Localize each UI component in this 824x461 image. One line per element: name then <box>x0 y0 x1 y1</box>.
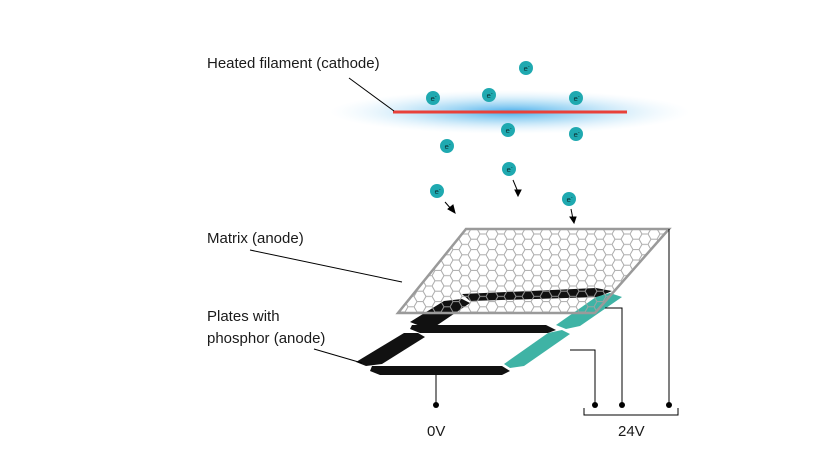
plate-segment-bottom-left <box>356 333 425 366</box>
electron: e- <box>426 91 440 105</box>
svg-text:e-: e- <box>524 64 530 73</box>
svg-text:e-: e- <box>487 91 493 100</box>
wiring <box>435 229 679 416</box>
matrix-label: Matrix (anode) <box>207 230 304 247</box>
plate-segment-middle <box>410 325 556 333</box>
cathode-label: Heated filament (cathode) <box>207 55 380 72</box>
svg-text:e-: e- <box>567 195 573 204</box>
svg-text:e-: e- <box>574 94 580 103</box>
electron: e- <box>569 91 583 105</box>
electron-arrow <box>512 179 522 198</box>
svg-text:e-: e- <box>574 130 580 139</box>
electron: e- <box>482 88 496 102</box>
electron: e- <box>440 139 454 153</box>
terminals <box>433 402 672 408</box>
cathode-leader <box>348 77 395 112</box>
electron-arrow <box>569 208 577 225</box>
plate-segment-bottom <box>370 366 510 375</box>
electron: e- <box>430 184 444 198</box>
twentyfour-volt-label: 24V <box>618 423 645 440</box>
electron: e- <box>569 127 583 141</box>
matrix-leader <box>249 249 403 283</box>
matrix-frame <box>395 227 672 315</box>
svg-text:e-: e- <box>507 165 513 174</box>
svg-text:e-: e- <box>431 94 437 103</box>
electron: e- <box>502 162 516 176</box>
plates-label-line1: Plates with <box>207 308 280 325</box>
electron: e- <box>501 123 515 137</box>
plates-leader <box>313 348 363 364</box>
svg-text:e-: e- <box>435 187 441 196</box>
svg-text:e-: e- <box>445 142 451 151</box>
matrix-grid <box>395 228 672 314</box>
electron-arrow <box>444 201 456 215</box>
svg-text:e-: e- <box>506 126 512 135</box>
electron: e- <box>562 192 576 206</box>
plates-label-line2: phosphor (anode) <box>207 330 325 347</box>
plate-segment-bottom-right <box>504 330 570 368</box>
zero-volt-label: 0V <box>427 423 445 440</box>
electron: e- <box>519 61 533 75</box>
